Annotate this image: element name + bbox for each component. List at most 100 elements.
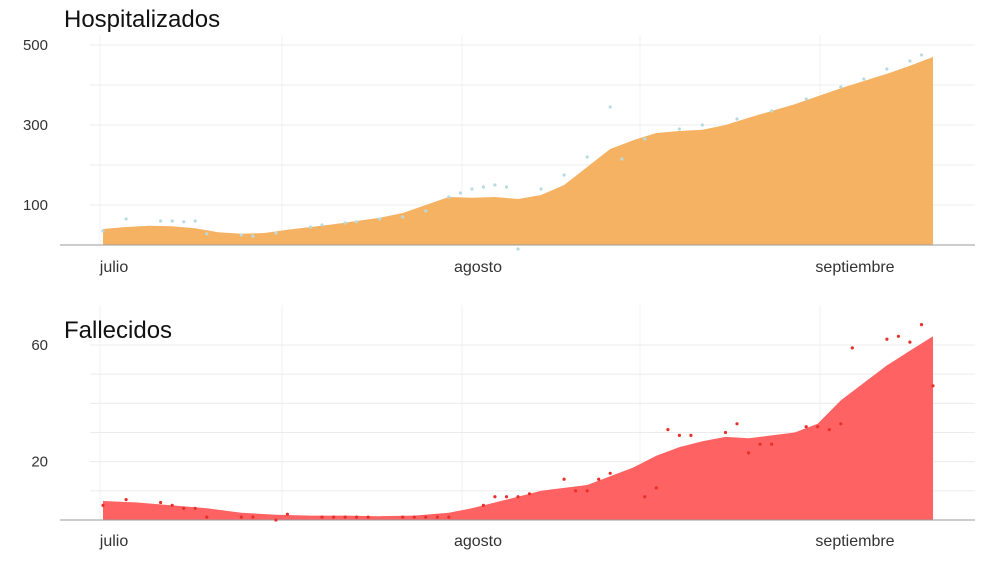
- fall-daily-point-49: [919, 323, 924, 327]
- hosp-daily-point-32: [735, 117, 739, 121]
- fall-daily-point-2: [159, 500, 163, 505]
- hosp-daily-point-31: [700, 123, 705, 127]
- fall-daily-point-8: [251, 515, 255, 519]
- fall-daily-point-18: [424, 515, 428, 519]
- hosp-x-tick-label-0: julio: [99, 259, 129, 276]
- hosp-daily-point-7: [239, 233, 243, 237]
- fall-daily-point-6: [205, 515, 209, 519]
- fall-daily-point-15: [366, 515, 370, 519]
- fall-daily-point-34: [677, 433, 682, 437]
- hosp-y-tick-label-1: 300: [23, 117, 48, 134]
- hosp-daily-point-30: [677, 127, 682, 131]
- hosp-daily-point-19: [470, 187, 474, 191]
- hosp-daily-point-11: [320, 223, 324, 227]
- fall-area: [103, 336, 933, 520]
- hosp-daily-point-37: [885, 67, 889, 71]
- hosp-daily-point-15: [401, 215, 405, 219]
- fall-daily-point-12: [332, 515, 336, 519]
- fall-x-tick-label-2: septiembre: [815, 533, 894, 550]
- hosp-daily-point-24: [539, 187, 543, 191]
- fall-daily-point-13: [343, 515, 347, 519]
- fall-daily-point-32: [654, 486, 658, 490]
- hosp-daily-point-35: [839, 85, 843, 89]
- hosp-daily-point-29: [643, 137, 647, 141]
- fall-daily-point-44: [839, 422, 843, 426]
- fall-daily-point-22: [493, 495, 497, 499]
- fall-daily-point-4: [182, 506, 186, 510]
- hosp-daily-point-20: [481, 185, 485, 189]
- fall-daily-point-29: [597, 477, 601, 481]
- fall-daily-point-47: [896, 334, 901, 338]
- hosp-daily-point-16: [424, 209, 428, 213]
- hosp-daily-point-36: [862, 77, 866, 81]
- fall-y-tick-label-0: 20: [31, 454, 48, 471]
- hosp-daily-point-14: [378, 217, 382, 221]
- hosp-daily-point-27: [608, 105, 612, 109]
- fall-daily-point-25: [527, 492, 532, 496]
- hosp-daily-point-0: [101, 229, 105, 233]
- hosp-daily-point-28: [620, 157, 624, 161]
- fall-daily-point-36: [723, 430, 728, 435]
- hosp-daily-point-12: [343, 221, 347, 225]
- hosp-x-tick-label-2: septiembre: [815, 259, 894, 276]
- fall-daily-point-7: [239, 515, 243, 519]
- fall-daily-point-5: [193, 506, 197, 510]
- fall-y-tick-label-1: 60: [31, 337, 48, 354]
- fall-daily-point-23: [504, 495, 509, 499]
- fall-daily-point-24: [516, 495, 520, 499]
- fall-daily-point-20: [447, 515, 451, 519]
- fall-daily-point-26: [562, 477, 566, 481]
- hosp-daily-point-18: [458, 191, 462, 195]
- fall-daily-point-35: [689, 433, 693, 437]
- hosp-daily-point-39: [919, 53, 924, 57]
- fall-daily-point-33: [666, 428, 670, 432]
- hosp-daily-point-21: [493, 183, 497, 187]
- hosp-daily-point-34: [804, 97, 808, 101]
- hosp-daily-point-22: [504, 185, 509, 189]
- hosp-x-tick-label-1: agosto: [454, 259, 502, 276]
- fall-daily-point-17: [412, 515, 416, 519]
- fall-daily-point-19: [435, 515, 439, 519]
- fall-daily-point-16: [401, 515, 405, 519]
- fall-daily-point-21: [481, 503, 485, 507]
- fall-daily-point-27: [574, 489, 578, 493]
- hosp-daily-point-13: [355, 220, 359, 224]
- hosp-y-tick-label-2: 500: [23, 37, 48, 54]
- hosp-daily-point-23: [516, 247, 520, 251]
- fall-daily-point-31: [643, 495, 647, 499]
- fall-daily-point-43: [827, 428, 831, 432]
- hosp-y-tick-label-0: 100: [23, 197, 48, 214]
- fall-daily-point-14: [355, 515, 359, 519]
- fall-daily-point-40: [770, 442, 774, 446]
- hosp-daily-point-38: [908, 59, 912, 63]
- fall-daily-point-30: [608, 471, 612, 475]
- fall-daily-point-37: [735, 422, 739, 426]
- hosp-daily-point-10: [308, 225, 313, 229]
- fall-daily-point-39: [758, 442, 762, 446]
- fall-daily-point-42: [816, 425, 820, 429]
- fall-daily-point-11: [320, 515, 324, 519]
- fall-daily-point-0: [101, 503, 105, 507]
- fall-daily-point-3: [170, 503, 174, 507]
- fall-daily-point-46: [885, 337, 889, 341]
- hosp-daily-point-4: [182, 220, 186, 224]
- fall-daily-point-41: [804, 425, 808, 429]
- fall-daily-point-1: [124, 498, 128, 502]
- hosp-daily-point-3: [170, 219, 174, 223]
- fall-daily-point-50: [931, 384, 935, 388]
- fall-x-tick-label-0: julio: [99, 533, 129, 550]
- fall-daily-point-9: [274, 518, 278, 522]
- fall-chart-title: Fallecidos: [64, 317, 172, 344]
- fall-daily-point-38: [747, 451, 751, 455]
- hosp-daily-point-5: [193, 219, 197, 223]
- fall-daily-point-48: [908, 340, 912, 344]
- fall-daily-point-28: [585, 489, 589, 493]
- fall-daily-point-10: [285, 512, 289, 516]
- fall-x-tick-label-1: agosto: [454, 533, 502, 550]
- hosp-daily-point-17: [447, 195, 451, 199]
- hosp-chart-title: Hospitalizados: [64, 6, 220, 33]
- hosp-daily-point-1: [124, 217, 128, 221]
- hosp-daily-point-9: [274, 231, 278, 235]
